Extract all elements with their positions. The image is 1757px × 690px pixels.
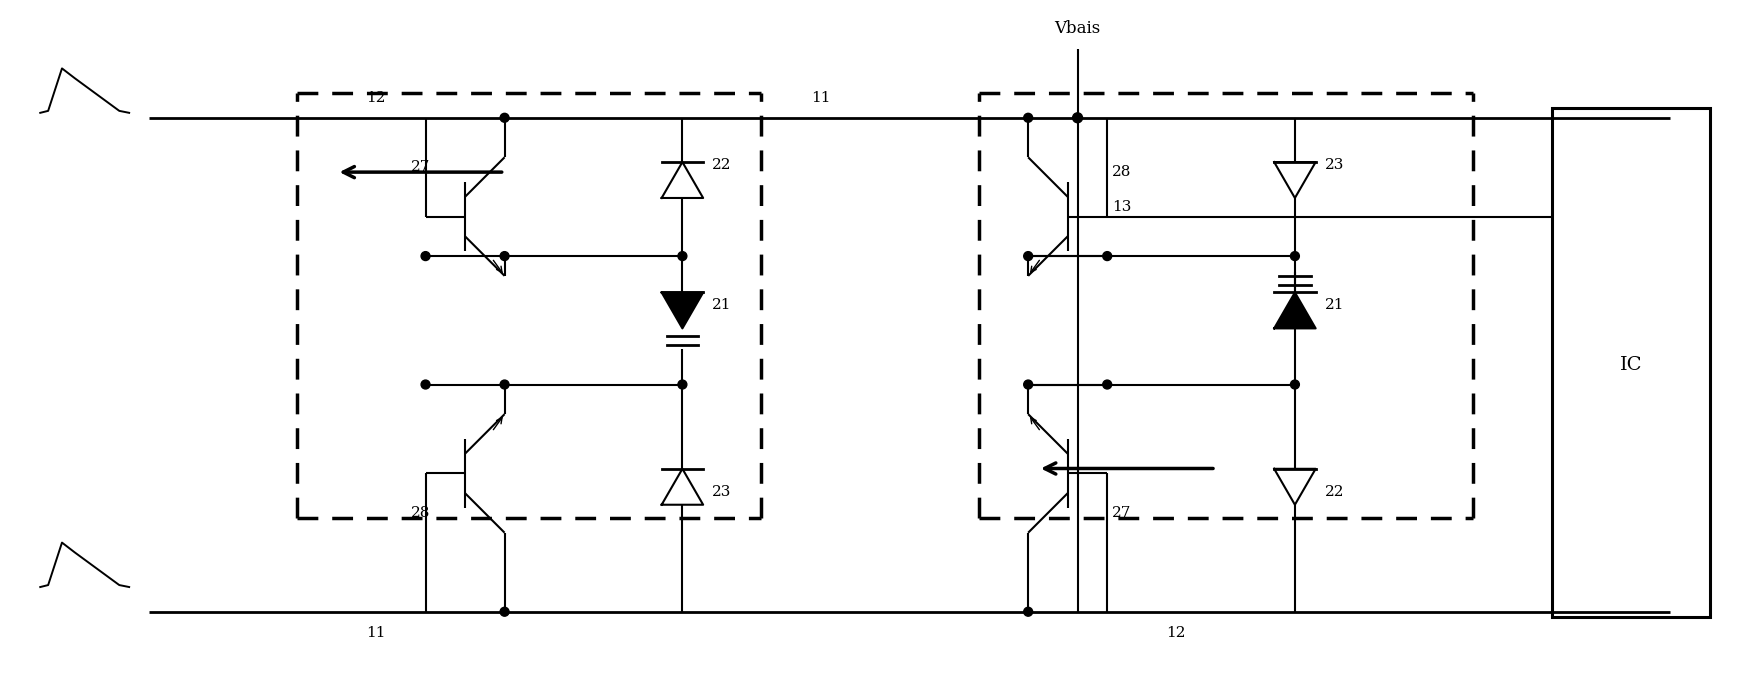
Circle shape <box>1024 252 1033 261</box>
Text: 23: 23 <box>712 484 731 499</box>
Circle shape <box>422 380 430 389</box>
Circle shape <box>501 607 510 616</box>
Text: 11: 11 <box>367 627 387 640</box>
Circle shape <box>501 113 510 122</box>
Text: 22: 22 <box>1325 484 1344 499</box>
Circle shape <box>678 380 687 389</box>
Text: 21: 21 <box>712 299 731 313</box>
Circle shape <box>1072 113 1082 123</box>
Text: 11: 11 <box>812 91 831 105</box>
Text: 13: 13 <box>1112 199 1132 214</box>
Text: 23: 23 <box>1325 158 1344 172</box>
Circle shape <box>1290 380 1300 389</box>
Circle shape <box>1290 252 1300 261</box>
Text: 28: 28 <box>1112 165 1132 179</box>
Circle shape <box>1103 380 1112 389</box>
Text: 12: 12 <box>1167 627 1186 640</box>
Circle shape <box>1024 380 1033 389</box>
Circle shape <box>422 252 430 261</box>
Circle shape <box>1024 607 1033 616</box>
Text: 27: 27 <box>411 160 430 174</box>
Text: Vbais: Vbais <box>1054 21 1100 37</box>
Circle shape <box>1103 252 1112 261</box>
Bar <box>1551 108 1710 617</box>
Text: 28: 28 <box>411 506 430 520</box>
Polygon shape <box>1274 293 1316 328</box>
Text: IC: IC <box>1620 356 1643 374</box>
Text: 22: 22 <box>712 158 731 172</box>
Text: 21: 21 <box>1325 299 1344 313</box>
Circle shape <box>501 380 510 389</box>
Circle shape <box>678 252 687 261</box>
Circle shape <box>501 252 510 261</box>
Text: 12: 12 <box>367 91 387 105</box>
Polygon shape <box>662 293 703 328</box>
Circle shape <box>1024 113 1033 122</box>
Text: 27: 27 <box>1112 506 1132 520</box>
